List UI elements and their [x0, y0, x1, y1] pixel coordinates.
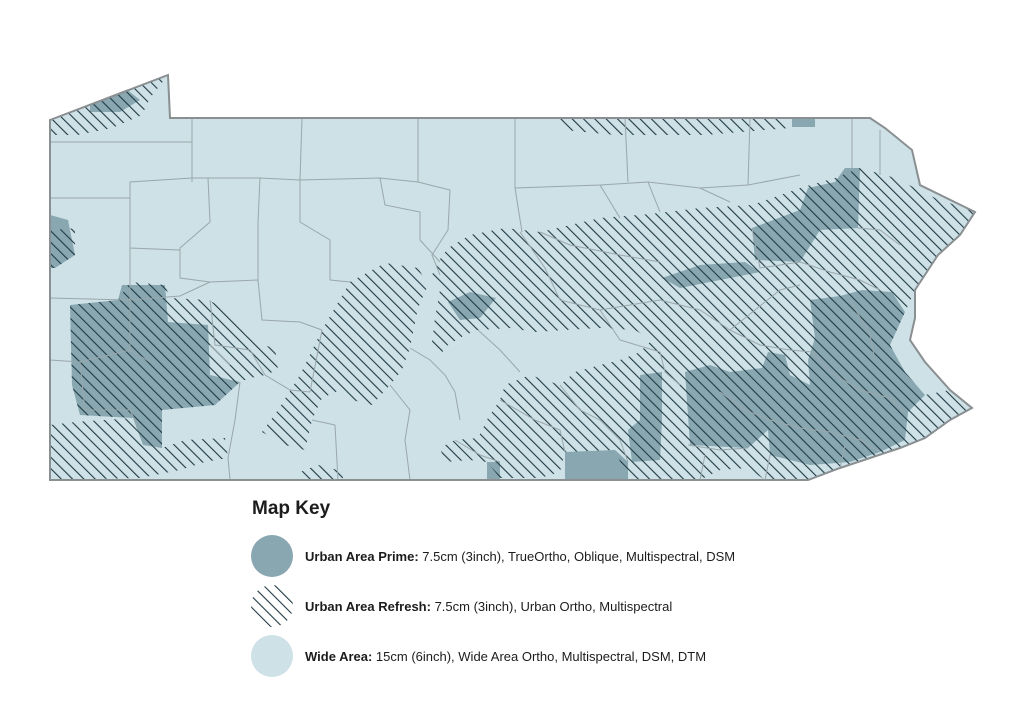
refresh-region-altoona: [262, 263, 428, 450]
refresh-region-erie: [50, 75, 168, 135]
urban-refresh-swatch-icon: [251, 585, 293, 627]
urban-refresh-regions: [50, 75, 975, 480]
legend-item-urban-area-refresh: Urban Area Refresh: 7.5cm (3inch), Urban…: [250, 584, 870, 628]
refresh-region-southwest: [50, 418, 228, 480]
legend-item-label: Urban Area Prime: 7.5cm (3inch), TrueOrt…: [305, 549, 735, 564]
legend-item-label: Urban Area Refresh: 7.5cm (3inch), Urban…: [305, 599, 672, 614]
legend-title: Map Key: [252, 498, 331, 519]
refresh-region-south-small: [300, 465, 345, 480]
urban-prime-swatch-icon: [251, 535, 293, 577]
prime-region-north-small: [792, 118, 815, 127]
wide-area-swatch-icon: [251, 635, 293, 677]
map-legend: Map Key Urban Area Prime: 7.5cm (3inch),…: [250, 498, 870, 684]
county-borders: [50, 117, 906, 480]
legend-item-name: Wide Area:: [305, 648, 373, 664]
legend-item-detail: 7.5cm (3inch), Urban Ortho, Multispectra…: [430, 598, 673, 614]
refresh-region-west: [50, 228, 278, 448]
legend-item-label: Wide Area: 15cm (6inch), Wide Area Ortho…: [305, 649, 706, 664]
legend-item-urban-area-prime: Urban Area Prime: 7.5cm (3inch), TrueOrt…: [250, 534, 870, 578]
legend-item-detail: 7.5cm (3inch), TrueOrtho, Oblique, Multi…: [418, 548, 736, 564]
refresh-region-central-east: [432, 168, 975, 480]
legend-item-wide-area: Wide Area: 15cm (6inch), Wide Area Ortho…: [250, 634, 870, 678]
pennsylvania-coverage-map: [49, 73, 977, 481]
legend-item-name: Urban Area Prime:: [305, 548, 419, 564]
prime-region-york: [565, 450, 628, 480]
refresh-region-north-tier: [555, 118, 790, 135]
legend-item-detail: 15cm (6inch), Wide Area Ortho, Multispec…: [372, 648, 707, 664]
legend-item-name: Urban Area Refresh:: [305, 598, 431, 614]
state-border: [49, 73, 977, 481]
